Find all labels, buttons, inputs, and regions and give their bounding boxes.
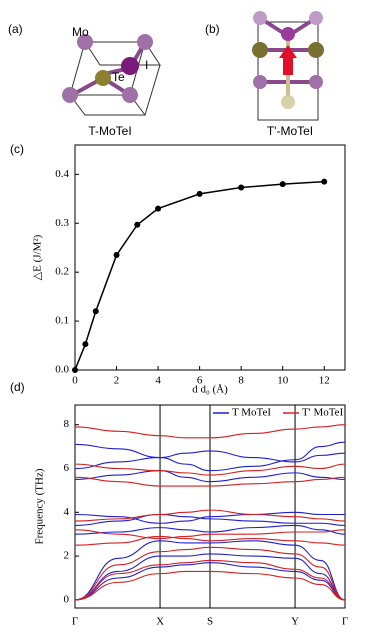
y-tick-label: 0.4 — [55, 168, 69, 180]
phonon-band — [74, 513, 346, 526]
atom — [309, 75, 323, 89]
x-tick-label: 8 — [238, 375, 244, 387]
legend-label: T MoTeI — [232, 407, 271, 419]
atom — [121, 57, 139, 75]
y-tick-label: 0.1 — [55, 315, 69, 327]
atom — [95, 70, 111, 86]
phonon-band — [74, 476, 346, 487]
phonon-band — [74, 463, 346, 476]
x-tick-label: 10 — [277, 375, 289, 387]
atom — [281, 95, 295, 109]
x-tick-label: 2 — [114, 375, 120, 387]
x-tick-label: 12 — [319, 375, 330, 387]
phonon-band — [74, 546, 346, 601]
y-tick-label: 8 — [64, 418, 70, 430]
phonon-band — [74, 524, 346, 535]
phonon-band — [74, 570, 346, 601]
data-point — [134, 221, 141, 228]
atom — [137, 34, 153, 50]
y-tick-label: 6 — [64, 462, 70, 474]
phonon-band — [74, 535, 346, 546]
data-point — [196, 190, 203, 197]
atom — [77, 34, 93, 50]
data-point — [238, 184, 245, 191]
legend-label: T' MoTeI — [302, 407, 344, 419]
structure-caption: T-MoTeI — [88, 124, 131, 138]
atom — [308, 42, 324, 58]
atom — [281, 27, 295, 41]
y-tick-label: 0.0 — [55, 364, 69, 376]
data-line — [74, 180, 325, 371]
data-point — [321, 178, 328, 185]
atom-label: Mo — [72, 25, 89, 39]
y-tick-label: 0 — [64, 593, 70, 605]
phonon-band — [74, 509, 346, 522]
atom — [122, 87, 138, 103]
phonon-band — [74, 562, 346, 601]
plot-frame — [74, 144, 346, 371]
phonon-band — [74, 529, 346, 540]
phonon-band — [74, 450, 346, 470]
data-point — [279, 181, 286, 188]
x-tick-label: 6 — [197, 375, 203, 387]
data-point — [113, 252, 120, 259]
cell-edge — [69, 41, 86, 96]
phonon-band — [74, 424, 346, 439]
atom — [62, 87, 78, 103]
panel-label: (a) — [8, 22, 23, 36]
structure-caption: T'-MoTeI — [267, 124, 313, 138]
x-tick-label: X — [156, 616, 164, 628]
phonon-band — [74, 540, 346, 601]
x-tick-label: Y — [291, 616, 299, 628]
atom — [252, 42, 268, 58]
y-tick-label: 4 — [64, 506, 70, 518]
data-point — [82, 341, 89, 348]
atom — [309, 11, 323, 25]
atom-label: I — [145, 58, 148, 72]
phonon-band — [74, 441, 346, 472]
panel-label: (c) — [10, 142, 24, 156]
panel-label: (d) — [10, 380, 25, 394]
cell-edge — [144, 64, 161, 116]
data-point — [155, 205, 162, 212]
structure-b — [252, 11, 324, 121]
x-tick-label: Γ — [72, 616, 78, 628]
y-tick-label: 2 — [64, 550, 70, 562]
phonon-band — [74, 559, 346, 601]
y-axis-label: Frequency (THz) — [34, 468, 46, 544]
arrow — [279, 45, 297, 75]
atom-label: Te — [112, 70, 125, 84]
panel-label: (b) — [205, 22, 220, 36]
phonon-band — [74, 470, 346, 483]
y-axis-label: △E (J/M²) — [32, 234, 44, 280]
phonon-band — [74, 553, 346, 601]
x-axis-label: d d₀ (Å) — [192, 384, 228, 396]
x-tick-label: Γ — [342, 616, 348, 628]
atom — [253, 11, 267, 25]
atoms-a — [62, 34, 153, 103]
atom — [253, 75, 267, 89]
x-tick-label: 4 — [155, 375, 161, 387]
x-tick-label: S — [207, 616, 213, 628]
data-point — [92, 308, 99, 315]
cell-edge — [257, 21, 319, 121]
y-tick-label: 0.3 — [55, 217, 69, 229]
y-tick-label: 0.2 — [55, 266, 69, 278]
x-tick-label: 0 — [72, 375, 78, 387]
data-point — [72, 367, 78, 373]
